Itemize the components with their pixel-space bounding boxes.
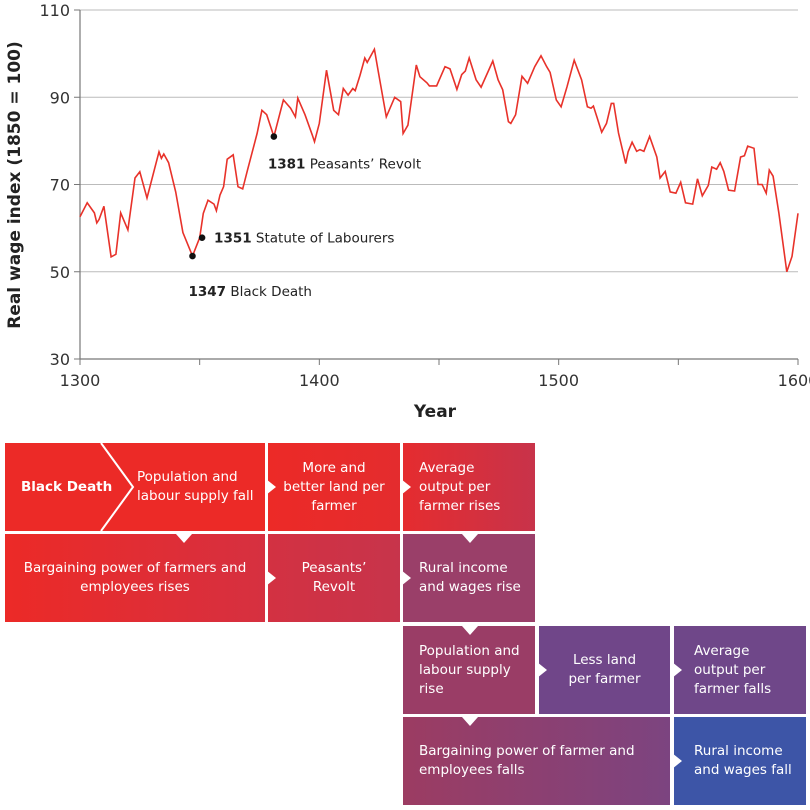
population-fall-label: Population and labour supply fall xyxy=(137,469,254,504)
arrow-right-icon xyxy=(537,662,547,678)
annotation-text: Peasants’ Revolt xyxy=(305,157,421,173)
arrow-down-icon xyxy=(462,717,478,726)
annotation-label: 1381 Peasants’ Revolt xyxy=(268,157,421,173)
arrow-right-icon xyxy=(672,753,682,769)
chevron-icon xyxy=(100,443,135,531)
annotation-label: 1351 Statute of Labourers xyxy=(214,231,394,247)
arrow-down-icon xyxy=(176,534,192,543)
real-wage-series-line xyxy=(79,46,799,273)
box-output-falls: Average output per farmer falls xyxy=(674,626,806,714)
y-tick-label: 30 xyxy=(50,350,70,369)
bargaining-rises-label: Bargaining power of farmers and employee… xyxy=(23,560,247,595)
x-tick-label: 1300 xyxy=(60,371,101,390)
y-tick-label: 90 xyxy=(50,88,70,107)
peasants-revolt-label: Peasants’ Revolt xyxy=(301,560,367,595)
arrow-right-icon xyxy=(672,662,682,678)
arrow-right-icon xyxy=(266,479,276,495)
less-land-label: Less land per farmer xyxy=(568,652,641,687)
x-tick-label: 1600 xyxy=(778,371,810,390)
bargaining-falls-label: Bargaining power of farmer and employees… xyxy=(419,743,635,778)
y-axis-label: Real wage index (1850 = 100) xyxy=(5,41,25,329)
y-tick-label: 50 xyxy=(50,263,70,282)
output-rises-label: Average output per farmer rises xyxy=(419,459,501,514)
box-bargaining-rises: Bargaining power of farmers and employee… xyxy=(5,534,265,622)
wages-fall-label: Rural income and wages fall xyxy=(694,743,792,778)
box-bargaining-falls: Bargaining power of farmer and employees… xyxy=(403,717,670,805)
annotation-dot xyxy=(189,252,196,260)
box-black-death-population-fall: Black Death Population and labour supply… xyxy=(5,443,265,531)
annotation-dot xyxy=(198,234,206,242)
y-tick-label: 70 xyxy=(50,176,70,195)
x-tick-label: 1500 xyxy=(538,371,579,390)
box-output-rises: Average output per farmer rises xyxy=(403,443,535,531)
arrow-down-icon xyxy=(462,534,478,543)
box-less-land: Less land per farmer xyxy=(539,626,670,714)
x-tick-label: 1400 xyxy=(299,371,340,390)
arrow-down-icon xyxy=(462,626,478,635)
box-wages-rise: Rural income and wages rise xyxy=(403,534,535,622)
wages-rise-label: Rural income and wages rise xyxy=(419,560,521,595)
real-wage-chart: 30 50 70 90 110 1300 1400 1500 1600 1347 Black D… xyxy=(5,1,810,422)
arrow-right-icon xyxy=(401,570,411,586)
box-more-land: More and better land per farmer xyxy=(268,443,400,531)
annotation-year: 1351 xyxy=(214,231,252,247)
annotation-label: 1347 Black Death xyxy=(188,284,312,300)
box-peasants-revolt: Peasants’ Revolt xyxy=(268,534,400,622)
annotation-year: 1381 xyxy=(268,157,306,173)
annotation-year: 1347 xyxy=(188,284,226,300)
arrow-right-icon xyxy=(266,570,276,586)
box-wages-fall: Rural income and wages fall xyxy=(674,717,806,805)
x-axis-label: Year xyxy=(413,402,457,422)
black-death-label: Black Death xyxy=(21,478,113,495)
more-land-label: More and better land per farmer xyxy=(283,459,385,514)
annotation-dot xyxy=(270,133,278,140)
output-falls-label: Average output per farmer falls xyxy=(694,642,772,697)
annotation-text: Black Death xyxy=(226,284,312,300)
box-population-rise: Population and labour supply rise xyxy=(403,626,535,714)
arrow-right-icon xyxy=(401,479,411,495)
population-rise-label: Population and labour supply rise xyxy=(419,642,520,697)
annotation-text: Statute of Labourers xyxy=(252,231,395,247)
y-tick-label: 110 xyxy=(39,1,70,20)
